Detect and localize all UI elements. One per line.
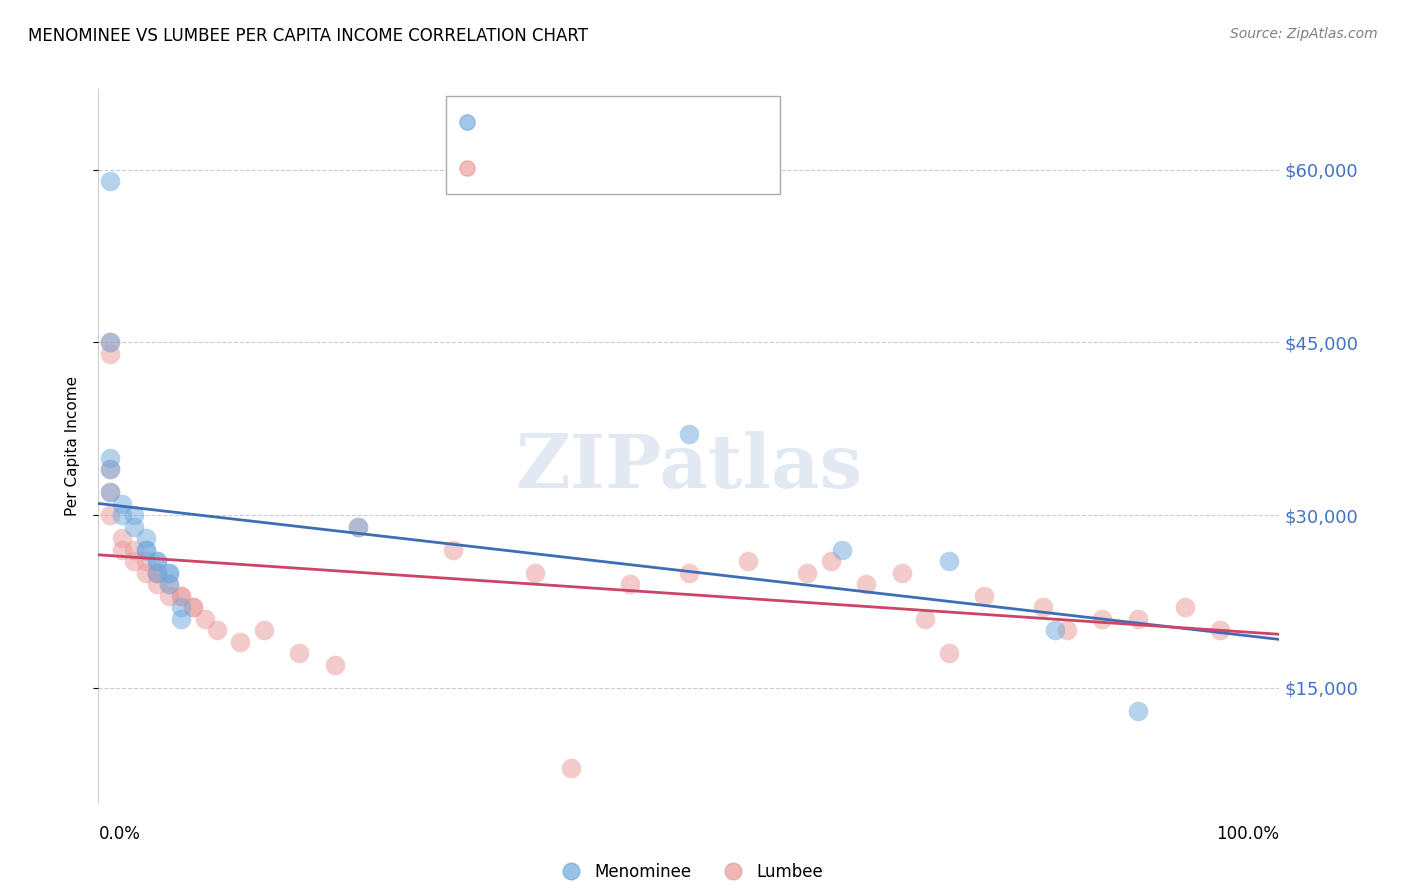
Point [323,657,346,672]
Point [146,566,169,580]
Point [146,566,169,580]
Point [135,554,157,568]
Point [98,174,121,188]
Point [135,542,157,557]
Text: Source: ZipAtlas.com: Source: ZipAtlas.com [1230,27,1378,41]
Point [820,554,842,568]
Point [122,554,145,568]
Point [181,600,204,615]
Point [1056,623,1078,637]
Point [890,566,912,580]
Legend: Menominee, Lumbee: Menominee, Lumbee [548,856,830,888]
Point [347,519,370,533]
Y-axis label: Per Capita Income: Per Capita Income [65,376,80,516]
Point [98,485,121,500]
Point [98,335,121,350]
Point [170,612,193,626]
Text: MENOMINEE VS LUMBEE PER CAPITA INCOME CORRELATION CHART: MENOMINEE VS LUMBEE PER CAPITA INCOME CO… [28,27,588,45]
Point [157,566,180,580]
Text: -0.253: -0.253 [543,160,598,175]
Text: -0.620: -0.620 [543,115,598,130]
Text: 0.0%: 0.0% [98,825,141,843]
Point [560,761,582,775]
Text: ZIPatlas: ZIPatlas [516,431,862,504]
Point [678,427,700,442]
Point [796,566,818,580]
Point [205,623,228,637]
FancyBboxPatch shape [446,95,780,194]
Point [146,566,169,580]
Point [111,531,134,545]
Text: 46: 46 [690,160,713,175]
Point [157,577,180,591]
Point [170,600,193,615]
Point [524,566,547,580]
Point [135,542,157,557]
Point [1126,704,1149,718]
Point [98,450,121,465]
Point [146,577,169,591]
Point [98,347,121,361]
Text: R =: R = [491,160,524,175]
Point [157,589,180,603]
Point [737,554,759,568]
Text: 26: 26 [690,115,713,130]
Point [973,589,995,603]
Point [98,508,121,522]
Point [288,646,311,660]
Point [98,485,121,500]
Point [914,612,936,626]
Point [122,542,145,557]
Point [170,589,193,603]
Point [157,566,180,580]
Point [111,542,134,557]
Point [855,577,877,591]
Point [122,519,145,533]
Text: N =: N = [643,160,676,175]
Point [1174,600,1197,615]
Point [194,612,217,626]
Point [619,577,641,591]
Point [1126,612,1149,626]
Point [157,577,180,591]
Point [1209,623,1232,637]
Point [1032,600,1054,615]
Point [938,646,960,660]
Text: R =: R = [491,115,524,130]
Point [135,531,157,545]
Point [146,554,169,568]
Point [170,589,193,603]
Text: N =: N = [643,115,676,130]
Point [146,554,169,568]
Text: 100.0%: 100.0% [1216,825,1279,843]
Point [98,462,121,476]
Point [678,566,700,580]
Point [98,462,121,476]
Point [938,554,960,568]
Point [441,542,464,557]
Point [229,634,252,648]
Point [135,566,157,580]
Point [98,335,121,350]
Point [111,497,134,511]
Point [111,508,134,522]
Point [181,600,204,615]
Point [253,623,276,637]
Point [347,519,370,533]
Point [1091,612,1114,626]
Point [1043,623,1066,637]
Point [831,542,853,557]
Point [122,508,145,522]
